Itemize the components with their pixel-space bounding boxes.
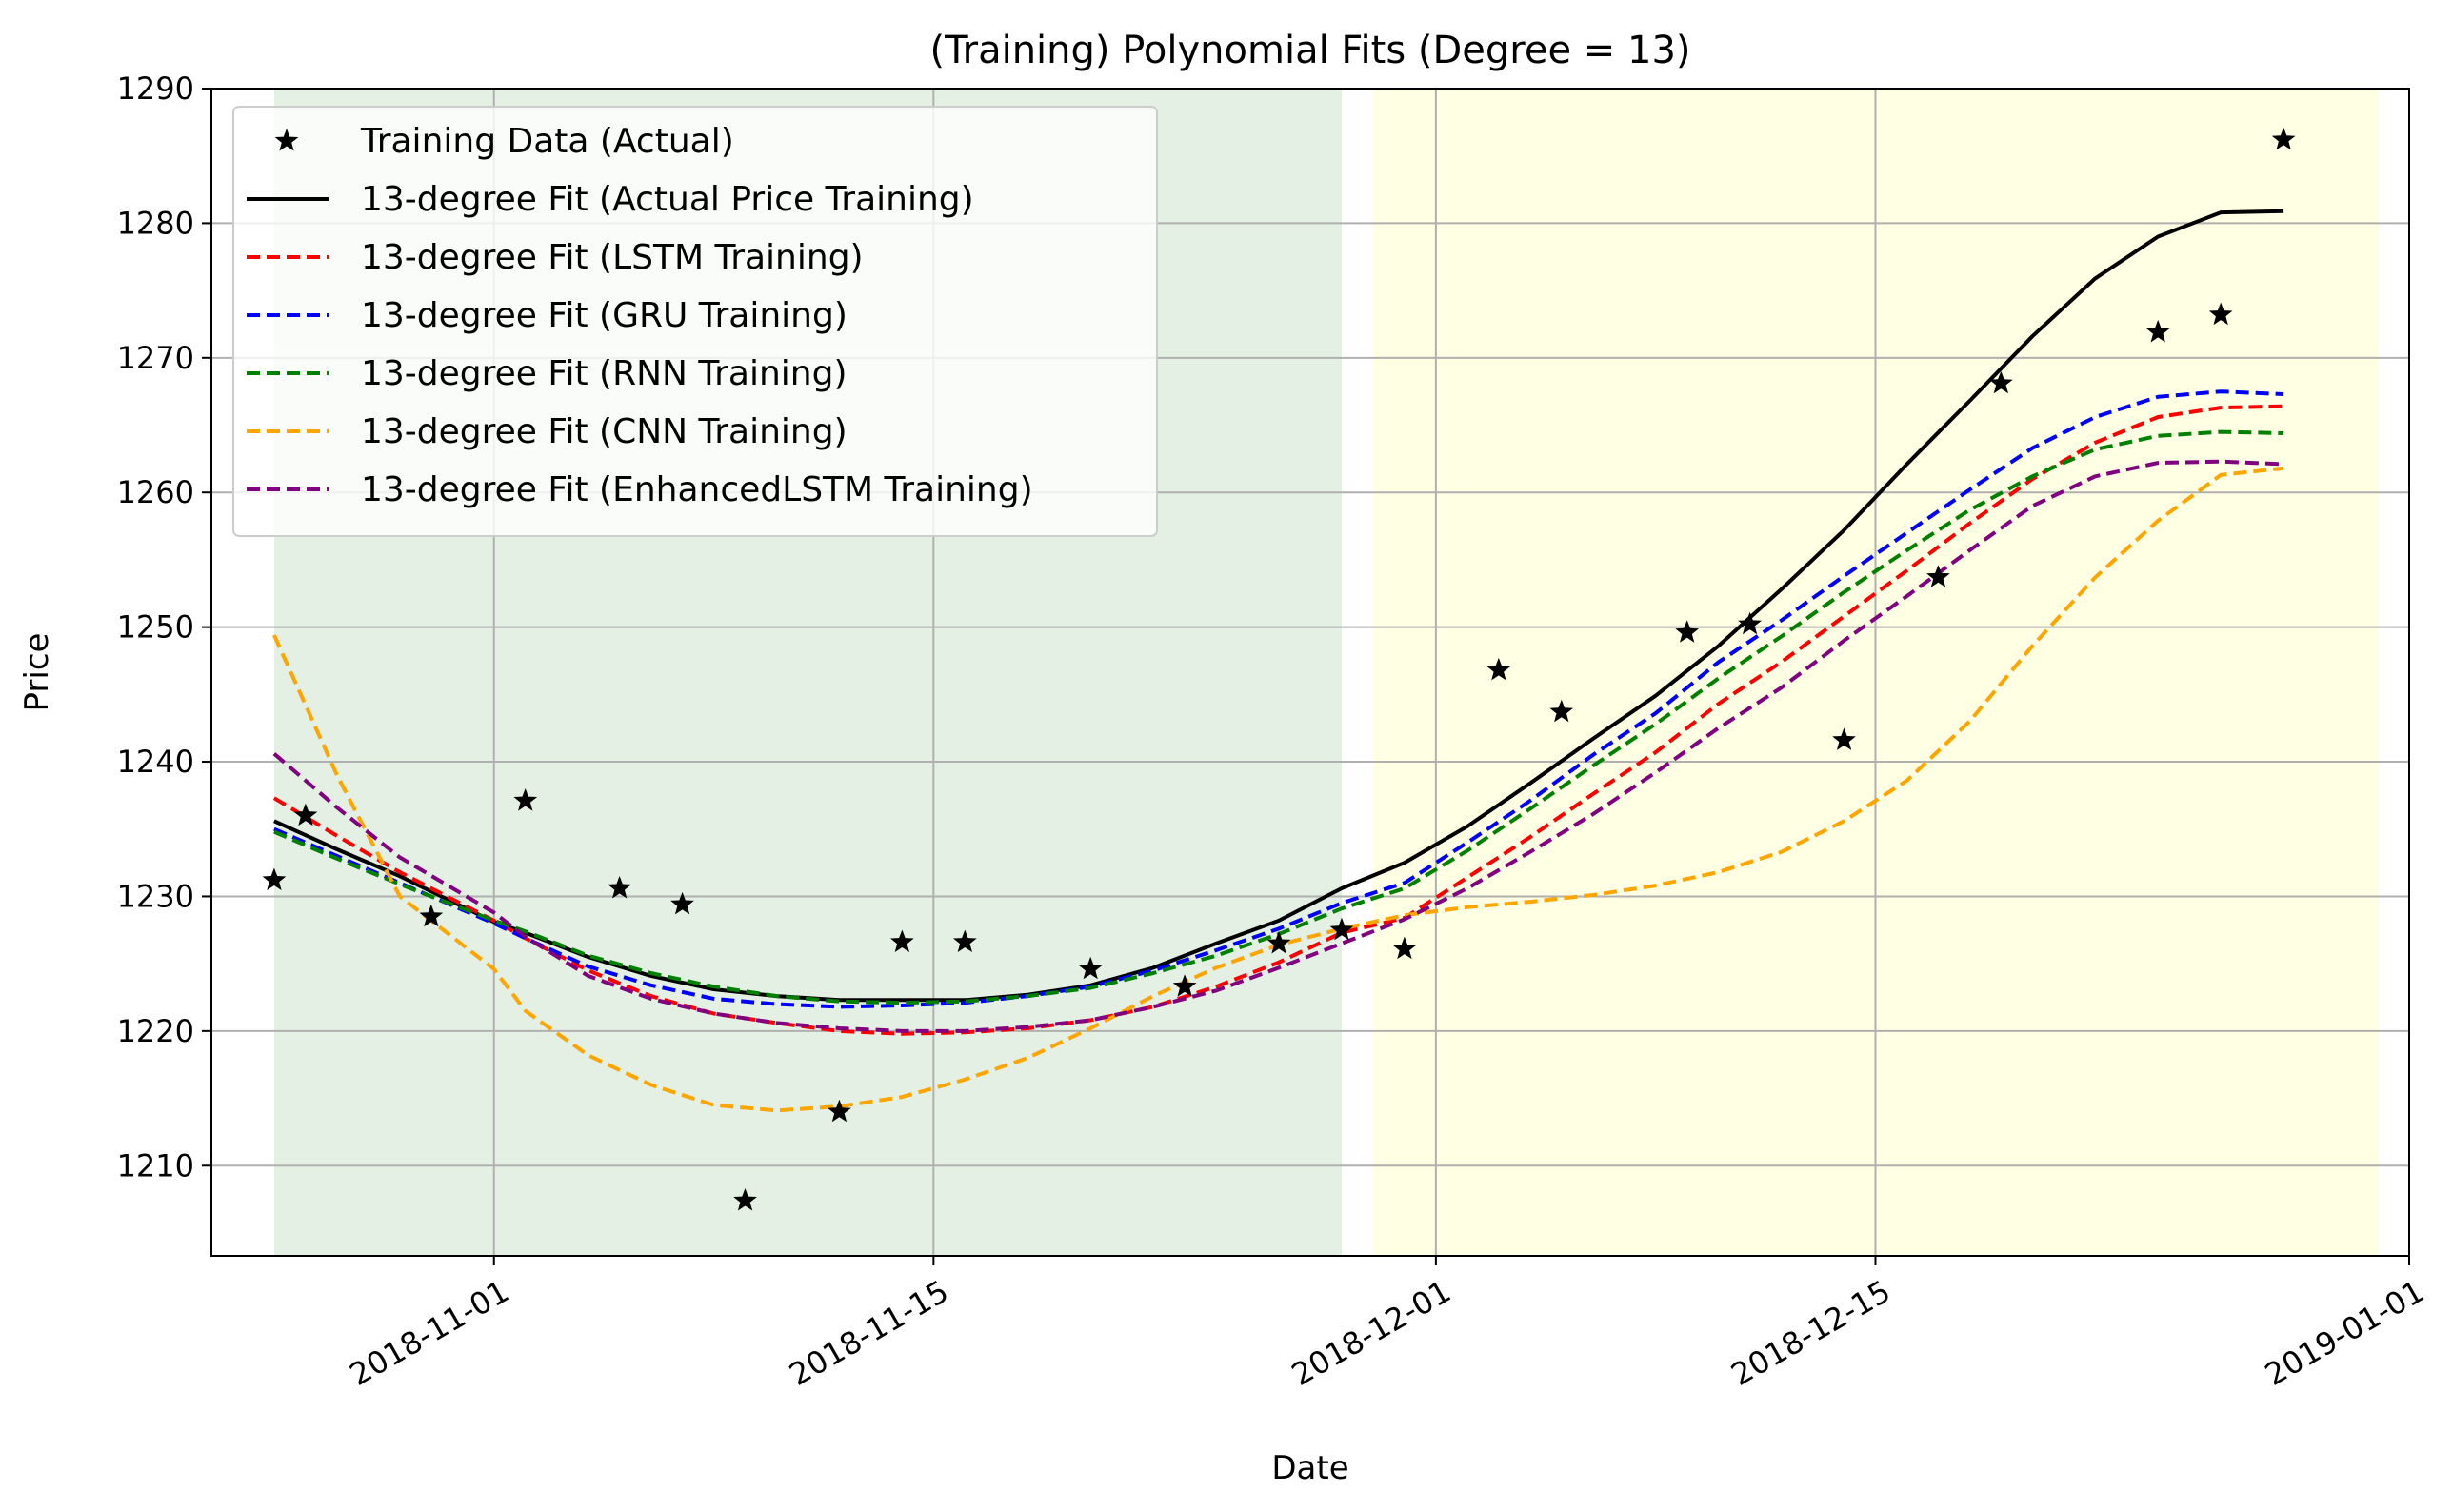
x-tick-label: 2018-11-01 — [344, 1273, 515, 1393]
series-line-0 — [273, 209, 2284, 1003]
x-tick-label: 2018-11-15 — [783, 1273, 954, 1393]
legend-entry: 13-degree Fit (CNN Training) — [247, 412, 848, 451]
data-point — [670, 891, 694, 915]
y-tick-label: 1250 — [117, 609, 194, 646]
legend-label: 13-degree Fit (GRU Training) — [361, 296, 848, 335]
data-point — [1989, 370, 2013, 394]
y-tick-label: 1230 — [117, 878, 194, 914]
y-axis-ticks: 1210 1220 1230 1240 1250 1260 1270 1280 1290 — [117, 70, 211, 1184]
data-point — [2208, 302, 2233, 326]
x-axis-title: Date — [1271, 1449, 1348, 1487]
legend: Training Data (Actual) 13-degree Fit (Act… — [232, 106, 1158, 537]
data-point — [828, 1099, 851, 1123]
data-point — [419, 904, 444, 927]
legend-entry: 13-degree Fit (LSTM Training) — [247, 238, 864, 277]
legend-label: Training Data (Actual) — [360, 122, 734, 161]
data-point — [1926, 565, 1950, 587]
legend-entry: 13-degree Fit (EnhancedLSTM Training) — [247, 470, 1033, 509]
data-point — [890, 929, 914, 952]
y-tick-label: 1220 — [117, 1013, 194, 1049]
series-line-5 — [272, 459, 2284, 1033]
data-point — [1738, 611, 1762, 635]
data-point — [733, 1188, 757, 1211]
y-tick-label: 1290 — [117, 70, 194, 107]
chart-title: (Training) Polynomial Fits (Degree = 13) — [929, 29, 1690, 72]
data-point — [1486, 657, 1511, 681]
data-point — [608, 876, 631, 899]
legend-entry: 13-degree Fit (GRU Training) — [247, 296, 848, 335]
data-point — [1078, 956, 1103, 980]
x-tick-label: 2018-12-01 — [1286, 1273, 1457, 1393]
y-tick-label: 1210 — [117, 1147, 194, 1184]
data-point — [953, 929, 977, 952]
legend-entry: 13-degree Fit (RNN Training) — [247, 354, 848, 393]
data-point — [1675, 620, 1699, 643]
legend-entry: 13-degree Fit (Actual Price Training) — [247, 180, 974, 219]
legend-label: 13-degree Fit (RNN Training) — [361, 354, 848, 393]
data-point — [1549, 699, 1574, 723]
training-points — [262, 127, 2296, 1211]
series-line-2 — [273, 389, 2284, 1009]
y-tick-label: 1280 — [117, 205, 194, 241]
legend-box — [232, 106, 1158, 537]
data-point — [1832, 727, 1856, 750]
data-point — [1392, 936, 1417, 960]
legend-label: 13-degree Fit (LSTM Training) — [361, 238, 864, 277]
y-tick-label: 1270 — [117, 340, 194, 376]
legend-entry: Training Data (Actual) — [274, 122, 734, 161]
data-point — [1266, 930, 1291, 954]
data-point — [2271, 127, 2296, 150]
data-point — [1172, 974, 1197, 997]
x-tick-label: 2018-12-15 — [1725, 1273, 1896, 1393]
data-point — [293, 803, 318, 826]
x-tick-label: 2019-01-01 — [2259, 1273, 2430, 1393]
legend-label: 13-degree Fit (EnhancedLSTM Training) — [361, 470, 1033, 509]
data-point — [2145, 319, 2170, 343]
legend-star-marker — [274, 129, 299, 151]
data-point — [262, 867, 287, 890]
data-point — [1329, 917, 1354, 941]
legend-label: 13-degree Fit (Actual Price Training) — [361, 180, 974, 219]
y-tick-label: 1240 — [117, 744, 194, 780]
x-axis-ticks: 2018-11-01 2018-11-15 2018-12-01 2018-12-15… — [344, 1256, 2430, 1393]
legend-label: 13-degree Fit (CNN Training) — [361, 412, 848, 451]
series-line-1 — [272, 404, 2284, 1036]
data-point — [513, 788, 538, 811]
plot-frame — [210, 88, 2410, 1257]
y-tick-label: 1260 — [117, 474, 194, 510]
y-axis-title: Price — [18, 633, 56, 712]
